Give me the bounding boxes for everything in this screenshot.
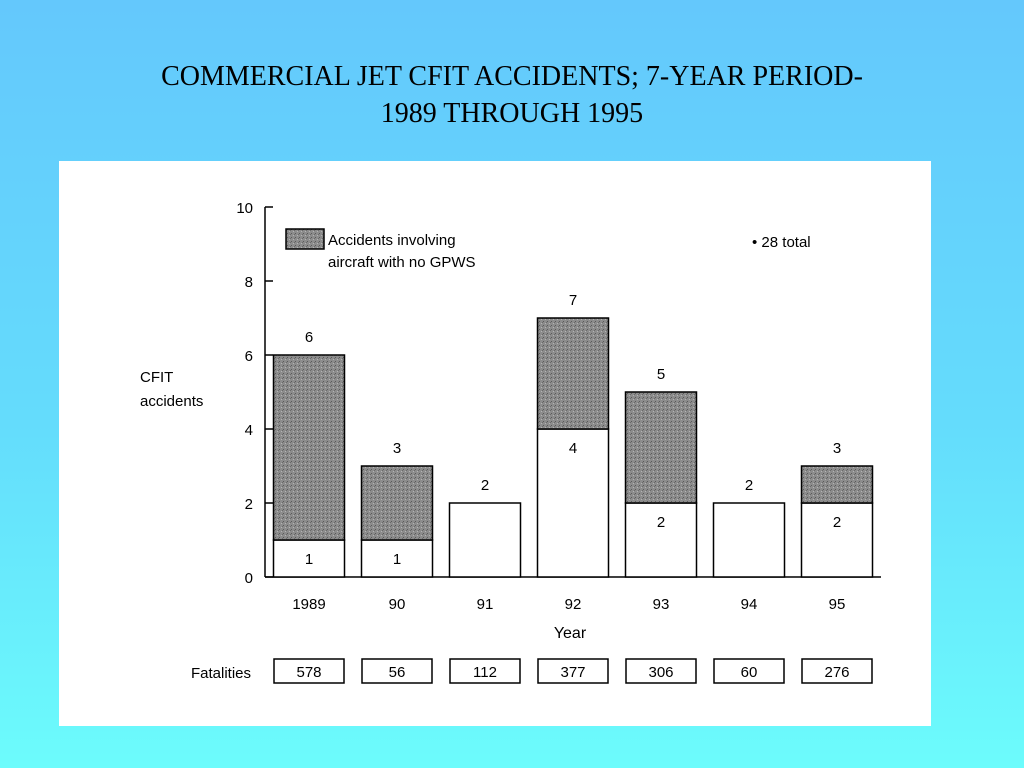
x-tick-label: 94 — [741, 596, 758, 613]
chart-panel: 0 2 4 6 8 10 1 6 1989 578 1 3 90 56 2 91 112 4 7 92 377 2 5 93… — [59, 161, 931, 726]
fatalities-box — [801, 658, 873, 684]
y-tick-label: 4 — [245, 422, 253, 439]
bar-inner-label: 2 — [833, 514, 841, 531]
slide-title-line-2: 1989 THROUGH 1995 — [380, 98, 644, 129]
x-tick-label: 95 — [829, 596, 846, 613]
fatalities-value: 60 — [741, 664, 758, 681]
bar-segment-other — [712, 502, 786, 578]
x-tick-label: 91 — [477, 596, 494, 613]
x-tick-label: 90 — [389, 596, 406, 613]
x-tick-label: 92 — [565, 596, 582, 613]
bar-inner-label: 1 — [393, 551, 401, 568]
bar-segment-no-gpws — [536, 317, 610, 430]
slide-title-line-1: COMMERCIAL JET CFIT ACCIDENTS; 7-YEAR PE… — [161, 61, 863, 92]
bar-total-label: 2 — [745, 477, 753, 494]
bar-inner-label: 4 — [569, 440, 577, 457]
legend-label-line-2: aircraft with no GPWS — [328, 254, 476, 271]
fatalities-value: 276 — [824, 664, 849, 681]
bar-total-label: 3 — [393, 440, 401, 457]
x-tick-label: 93 — [653, 596, 670, 613]
slide-title: COMMERCIAL JET CFIT ACCIDENTS; 7-YEAR PE… — [40, 58, 984, 132]
bar-segment-other — [272, 539, 346, 578]
x-tick-label: 1989 — [292, 596, 325, 613]
bar-segment-no-gpws — [624, 391, 698, 504]
y-tick-label: 0 — [245, 570, 253, 587]
x-axis-label: Year — [554, 625, 587, 642]
y-tick-label: 10 — [236, 200, 253, 217]
fatalities-value: 578 — [296, 664, 321, 681]
fatalities-box — [273, 658, 345, 684]
total-note: • 28 total — [752, 234, 811, 251]
bar-total-label: 6 — [305, 329, 313, 346]
fatalities-box — [537, 658, 609, 684]
y-tick-label: 6 — [245, 348, 253, 365]
bar-segment-other — [448, 502, 522, 578]
bar-segment-no-gpws — [272, 354, 346, 541]
fatalities-box — [361, 658, 433, 684]
bar-segment-no-gpws — [360, 465, 434, 541]
y-tick-label: 2 — [245, 496, 253, 513]
bar-inner-label: 1 — [305, 551, 313, 568]
bar-total-label: 3 — [833, 440, 841, 457]
bar-total-label: 2 — [481, 477, 489, 494]
bar-total-label: 5 — [657, 366, 665, 383]
bar-segment-other — [360, 539, 434, 578]
fatalities-box — [449, 658, 521, 684]
y-tick-label: 8 — [245, 274, 253, 291]
bar-segment-other — [800, 502, 874, 578]
fatalities-value: 56 — [389, 664, 406, 681]
y-axis-label-line-2: accidents — [140, 393, 203, 410]
bar-segment-other — [624, 502, 698, 578]
fatalities-value: 306 — [648, 664, 673, 681]
legend-swatch — [285, 228, 325, 250]
fatalities-box — [625, 658, 697, 684]
legend-label-line-1: Accidents involving — [328, 232, 456, 249]
y-axis-label-line-1: CFIT — [140, 369, 173, 386]
bar-segment-no-gpws — [800, 465, 874, 504]
fatalities-box — [713, 658, 785, 684]
cfit-bar-chart: 0 2 4 6 8 10 1 6 1989 578 1 3 90 56 2 91 112 4 7 92 377 2 5 93… — [140, 200, 881, 684]
fatalities-value: 377 — [560, 664, 585, 681]
bar-inner-label: 2 — [657, 514, 665, 531]
bar-total-label: 7 — [569, 292, 577, 309]
fatalities-label: Fatalities — [191, 665, 251, 682]
fatalities-value: 112 — [473, 664, 497, 681]
